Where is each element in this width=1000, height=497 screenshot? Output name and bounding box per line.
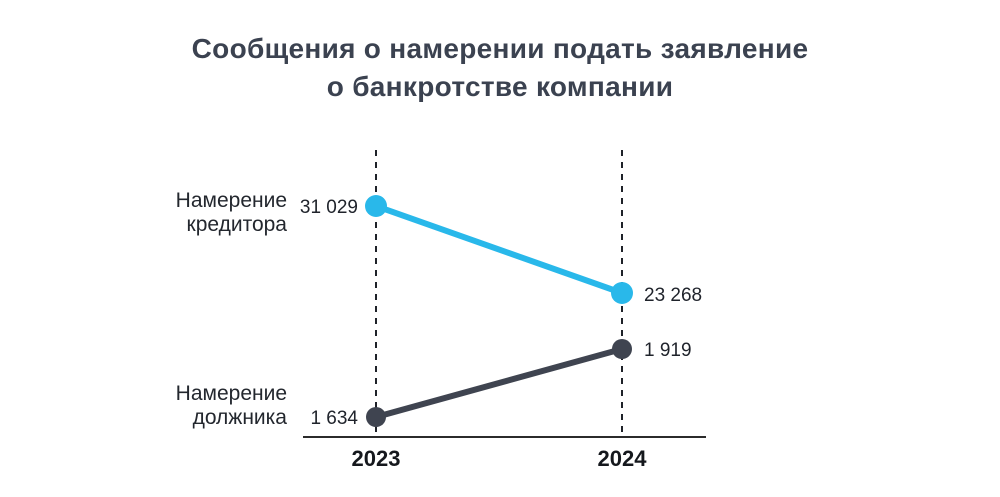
debtor-series-label-line-1: Намерение bbox=[176, 382, 287, 405]
chart-title-line-2: о банкротстве компании bbox=[326, 71, 674, 102]
creditor-series-label-line-2: кредитора bbox=[187, 213, 288, 236]
value-label-creditor-2024: 23 268 bbox=[644, 285, 702, 306]
debtor-point-2024 bbox=[612, 339, 632, 359]
chart-title: Сообщения о намерении подать заявление о… bbox=[0, 30, 1000, 106]
x-axis-label-2024: 2024 bbox=[598, 446, 648, 471]
creditor-line bbox=[373, 203, 625, 296]
creditor-series-label-line-1: Намерение bbox=[176, 189, 287, 212]
creditor-point-2024 bbox=[611, 282, 633, 304]
value-label-creditor-2023: 31 029 bbox=[300, 197, 358, 218]
value-label-debtor-2023: 1 634 bbox=[310, 408, 358, 429]
debtor-point-2023 bbox=[366, 407, 386, 427]
debtor-series-label-line-2: должника bbox=[193, 406, 288, 429]
debtor-line bbox=[373, 346, 625, 420]
chart-title-line-1: Сообщения о намерении подать заявление bbox=[191, 33, 809, 64]
creditor-point-2023 bbox=[365, 195, 387, 217]
x-axis-label-2023: 2023 bbox=[352, 446, 401, 471]
value-label-debtor-2024: 1 919 bbox=[644, 340, 692, 361]
